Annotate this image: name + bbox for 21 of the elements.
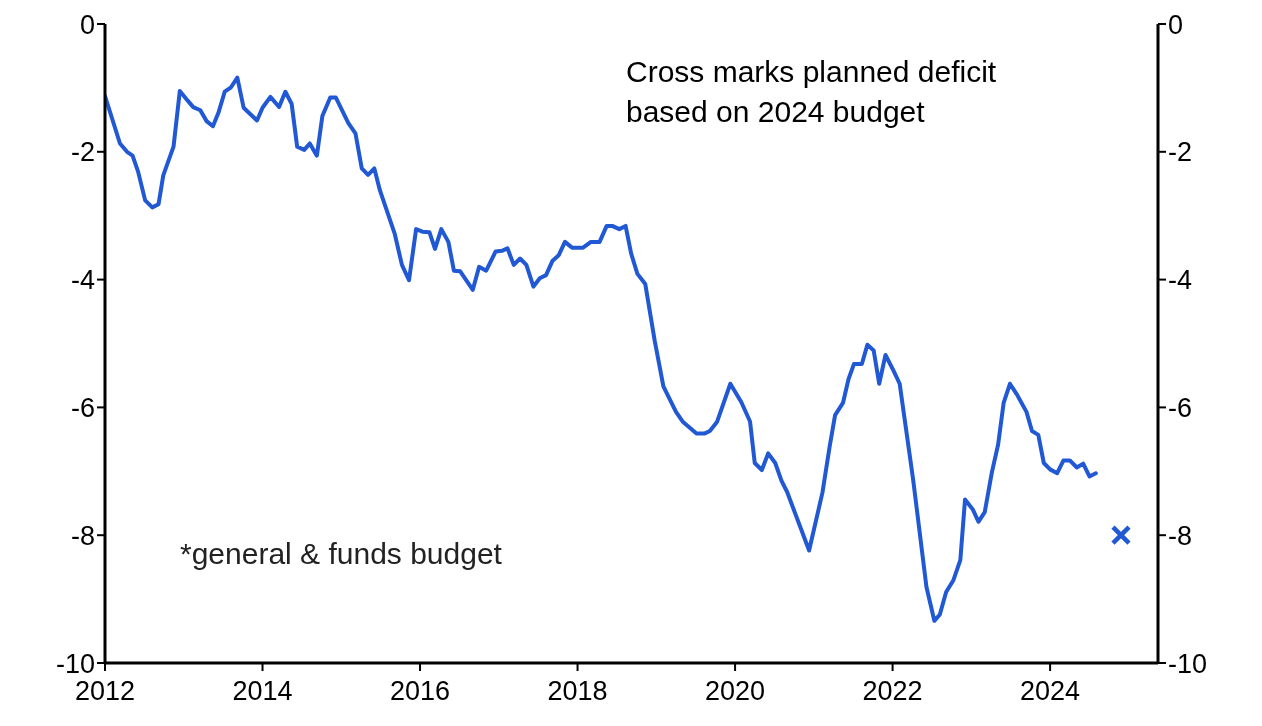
y-tick-label: -8	[70, 520, 95, 551]
y-tick-label: 0	[79, 9, 95, 40]
x-tick-label: 2016	[389, 676, 451, 707]
x-tick-label: 2014	[232, 676, 293, 707]
y2-tick-label: -6	[1168, 392, 1193, 423]
x-tick-label: 2018	[547, 676, 608, 707]
y2-tick-label: -8	[1168, 520, 1193, 551]
annotation: Cross marks planned deficit based on 2024 budget	[626, 54, 998, 130]
y2-tick-label: -10	[1168, 648, 1208, 679]
y2-tick-label: -4	[1168, 265, 1193, 296]
x-tick-label: 2024	[1020, 676, 1081, 707]
y2-tick-label: 0	[1168, 9, 1184, 40]
annotation: *general & funds budget	[180, 536, 503, 572]
y2-tick-label: -2	[1168, 137, 1193, 168]
x-tick-label: 2022	[862, 676, 923, 707]
x-tick-label: 2012	[74, 676, 136, 707]
y-tick-label: -4	[70, 265, 95, 296]
x-tick-label: 2020	[705, 676, 766, 707]
y-tick-label: -2	[70, 137, 95, 168]
y-tick-label: -6	[70, 392, 95, 423]
y-tick-label: -10	[55, 648, 95, 679]
